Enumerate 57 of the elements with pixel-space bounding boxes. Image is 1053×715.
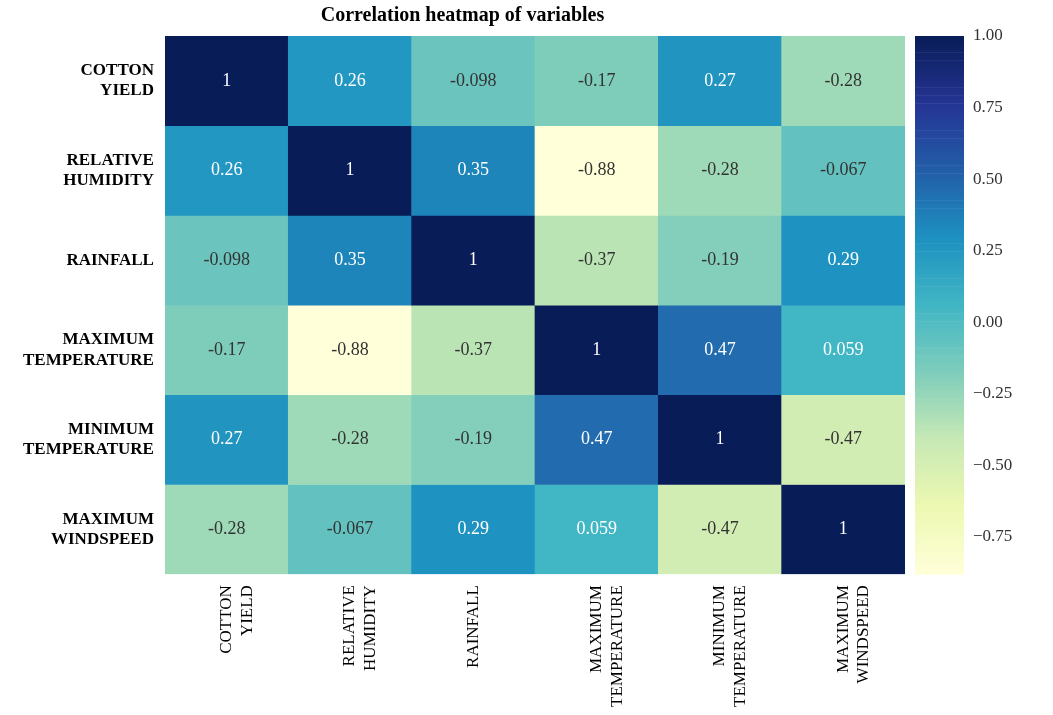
y-tick-label: MINIMUM TEMPERATURE — [22, 418, 154, 459]
color-bar-label: 0.50 — [973, 168, 1003, 188]
data-label: 0.47 — [580, 428, 613, 449]
color-bar-label: 0.25 — [973, 240, 1003, 260]
x-tick-label: MAXIMUM WINDSPEED — [832, 585, 873, 684]
color-bar-label: 0.75 — [973, 97, 1003, 117]
x-tick-label: MINIMUM TEMPERATURE — [709, 585, 749, 707]
x-tick-label: MAXIMUM TEMPERATURE — [586, 585, 626, 707]
x-tick-label: RAINFALL — [462, 585, 482, 668]
data-label: 0.27 — [210, 428, 243, 449]
data-label: -0.37 — [454, 338, 493, 359]
data-label: -0.19 — [701, 248, 739, 269]
data-label: 1 — [468, 248, 478, 269]
data-label: 0.059 — [823, 338, 864, 359]
data-label: -0.37 — [577, 248, 616, 269]
data-label: 0.35 — [334, 248, 366, 269]
color-bar-label: 0.00 — [973, 311, 1003, 331]
y-tick-label: MAXIMUM TEMPERATURE — [22, 329, 154, 369]
data-label: -0.17 — [577, 69, 616, 90]
data-label: -0.067 — [820, 159, 867, 180]
data-label: 1 — [715, 428, 725, 449]
data-label: -0.28 — [331, 428, 369, 449]
y-tick-label: MAXIMUM WINDSPEED — [51, 508, 154, 548]
data-label: 1 — [838, 518, 848, 539]
data-label: -0.098 — [450, 69, 497, 90]
data-label: -0.88 — [577, 159, 616, 180]
data-label: -0.28 — [824, 69, 863, 90]
y-tick-label: COTTON YIELD — [80, 60, 155, 100]
y-tick-label: RAINFALL — [66, 249, 154, 269]
data-label: -0.28 — [207, 518, 246, 539]
chart-title: Correlation heatmap of variables — [320, 3, 605, 27]
data-label: -0.88 — [331, 338, 369, 359]
data-label: 0.35 — [457, 159, 490, 180]
x-tick-label: RELATIVE HUMIDITY — [339, 585, 379, 672]
data-label: -0.47 — [824, 428, 863, 449]
data-label: 0.27 — [704, 69, 736, 90]
color-bar-label: −0.75 — [973, 526, 1013, 546]
data-label: -0.28 — [701, 159, 739, 180]
data-label: -0.47 — [701, 518, 739, 539]
data-label: 1 — [222, 69, 232, 90]
color-bar-label: −0.25 — [973, 383, 1013, 403]
x-tick-label: COTTON YIELD — [216, 585, 256, 654]
color-bar-label: −0.50 — [973, 454, 1013, 474]
y-tick-label: RELATIVE HUMIDITY — [63, 149, 154, 190]
color-bar-label: 1.00 — [973, 25, 1003, 45]
data-label: 0.26 — [334, 69, 366, 90]
data-label: 0.29 — [827, 248, 860, 269]
data-label: -0.19 — [454, 428, 493, 449]
data-label: 1 — [345, 159, 355, 180]
data-label: -0.067 — [326, 518, 374, 539]
data-label: 1 — [592, 338, 602, 359]
data-label: 0.059 — [576, 518, 617, 539]
data-label: -0.17 — [207, 338, 246, 359]
data-label: 0.26 — [210, 159, 243, 180]
data-label: 0.47 — [704, 338, 736, 359]
data-label: -0.098 — [203, 248, 250, 269]
data-label: 0.29 — [457, 518, 490, 539]
